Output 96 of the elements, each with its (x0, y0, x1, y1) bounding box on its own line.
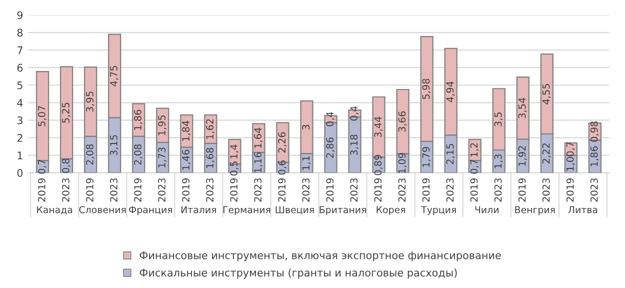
x-tick-label: 2023 (590, 178, 598, 202)
y-tick-label: 3 (17, 116, 22, 124)
data-label: 1,73 (158, 148, 166, 168)
x-tick-label: 2023 (494, 178, 502, 202)
data-label: 0,7 (470, 160, 479, 174)
text: Словения (79, 206, 126, 214)
data-label: 3,18 (350, 134, 359, 155)
text: Чили (475, 206, 498, 214)
y-tick-label: 5 (17, 81, 22, 90)
data-label: 1,2 (470, 143, 479, 157)
data-label: 2,22 (542, 143, 551, 164)
x-tick-label: 2023 (398, 178, 406, 202)
text: Корея (376, 206, 405, 216)
data-label: 0,5 (230, 162, 238, 176)
data-label: 3,66 (398, 111, 407, 132)
data-label: 1,62 (206, 119, 214, 139)
data-label: 1,64 (254, 128, 263, 148)
x-tick-label: 2023 (254, 178, 262, 202)
x-tick-label: 2019 (566, 178, 574, 202)
x-tick-label: 2019 (230, 178, 238, 202)
data-label: 2,08 (134, 144, 142, 165)
x-tick-label: 2019 (278, 178, 286, 202)
x-tick-label: 2023 (302, 178, 310, 202)
x-tick-label: 2019 (182, 178, 190, 202)
x-tick-label: 2023 (158, 178, 166, 202)
data-label: 1,79 (422, 146, 431, 167)
data-label: 1,3 (494, 154, 503, 168)
text: Швеция (276, 206, 314, 214)
x-tick-label: 2019 (134, 178, 142, 202)
data-label: 1,09 (398, 153, 407, 173)
legend-label: Финансовые инструменты, включая экспортное финансирование (140, 251, 501, 262)
data-label: 3,44 (374, 116, 383, 138)
y-tick-label: 0 (17, 169, 23, 177)
x-tick-label: 2019 (326, 178, 334, 202)
data-label: 1,86 (590, 146, 599, 166)
data-label: 0,89 (374, 154, 383, 176)
data-label: 1,84 (182, 120, 190, 141)
x-tick-label: 2023 (446, 178, 454, 202)
x-tick-label: 2019 (470, 178, 478, 202)
x-tick-label: 2019 (86, 178, 94, 202)
x-tick-label: 2023 (350, 178, 358, 202)
text: Италия (181, 206, 216, 214)
x-tick-label: 2019 (374, 178, 382, 202)
data-label: 0,4 (326, 112, 335, 126)
text: Германия (223, 206, 270, 216)
y-tick-label: 8 (17, 28, 23, 37)
x-tick-label: 2023 (206, 178, 214, 202)
data-label: 0,98 (590, 121, 599, 142)
data-label: 2,15 (446, 144, 455, 164)
data-label: 5,98 (422, 78, 431, 100)
x-tick-label: 2019 (518, 178, 526, 202)
data-label: 0,7 (566, 142, 575, 156)
data-label: 4,55 (542, 84, 551, 104)
text: Канада (37, 206, 72, 214)
y-tick-label: 7 (17, 46, 22, 54)
x-tick-label: 2023 (542, 178, 550, 202)
y-tick-label: 9 (17, 11, 23, 20)
text: Британия (320, 206, 366, 216)
x-tick-label: 2019 (38, 178, 46, 202)
data-label: 3,15 (110, 135, 118, 156)
y-tick-label: 1 (18, 152, 22, 160)
data-label: 4,75 (110, 66, 118, 86)
data-label: 1,95 (158, 115, 166, 136)
data-label: 0,7 (38, 160, 46, 174)
data-label: 4,94 (446, 82, 455, 102)
text: Литва (568, 206, 598, 214)
data-label: 2,26 (278, 132, 287, 153)
data-label: 1,1 (302, 156, 311, 170)
data-label: 1,4 (230, 144, 238, 158)
legend-label: Фискальные инструменты (гранты и налоговые расходы) (140, 268, 457, 279)
data-label: 0,8 (62, 158, 70, 173)
data-label: 3,5 (494, 112, 503, 126)
data-label: 0,6 (278, 160, 287, 175)
y-tick-label: 2 (17, 134, 22, 142)
data-label: 5,07 (38, 106, 46, 126)
x-tick-label: 2023 (62, 178, 70, 202)
y-tick-label: 4 (17, 99, 23, 107)
data-label: 3,54 (518, 98, 527, 118)
x-tick-label: 2023 (110, 178, 118, 202)
y-tick-label: 6 (17, 64, 23, 72)
x-tick-label: 2019 (422, 178, 430, 202)
data-label: 1,16 (254, 152, 263, 172)
data-label: 3 (302, 124, 310, 130)
data-label: 1,86 (134, 110, 142, 130)
data-label: 5,25 (62, 102, 70, 123)
data-label: 2,08 (86, 144, 94, 165)
text: Франция (129, 206, 172, 216)
data-label: 0,4 (350, 106, 359, 121)
text: Турция (421, 206, 456, 216)
data-label: 2,86 (326, 138, 335, 158)
data-label: 1,92 (518, 146, 527, 166)
data-label: 1,68 (206, 148, 214, 168)
data-label: 1,0 (566, 156, 575, 171)
data-label: 1,46 (182, 150, 190, 170)
text: Венгрия (515, 206, 555, 216)
data-label: 3,95 (86, 92, 94, 112)
